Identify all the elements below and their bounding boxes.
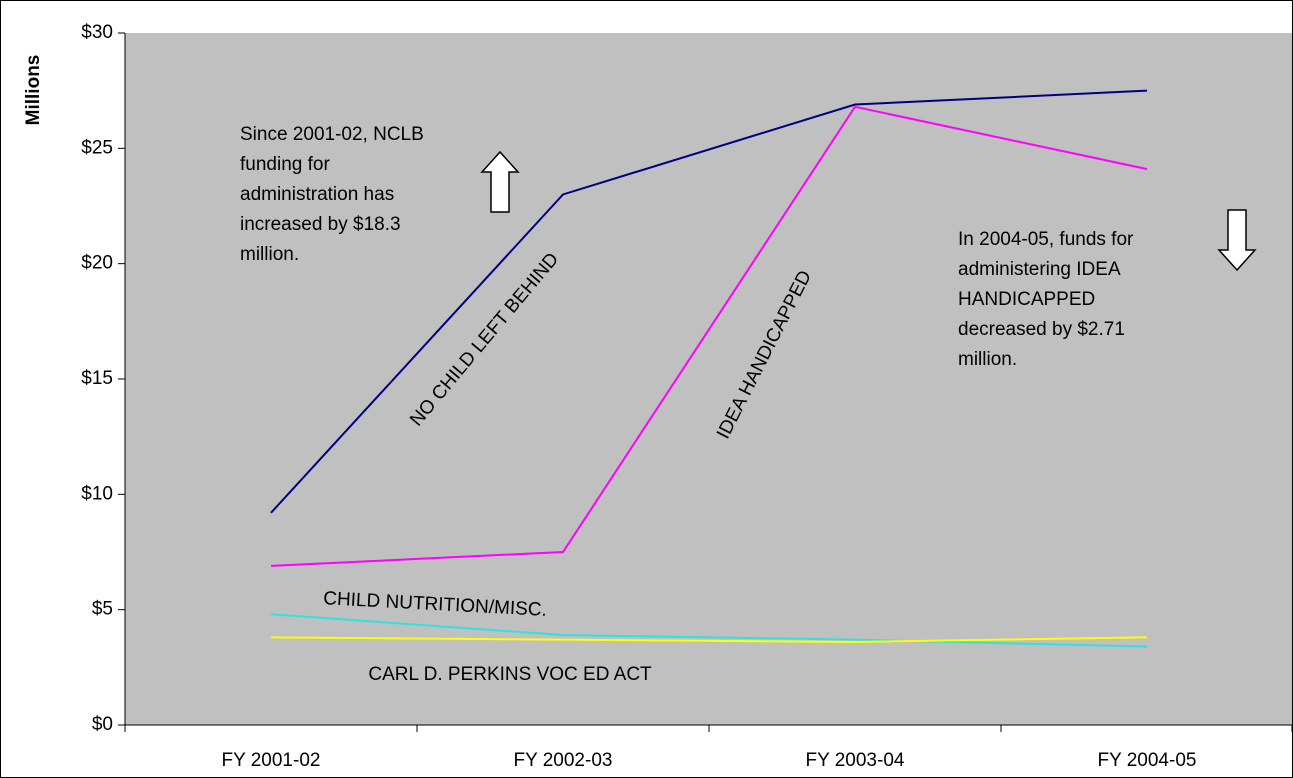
annotation: In 2004-05, funds for	[958, 229, 1134, 250]
annotation: HANDICAPPED	[958, 289, 1095, 310]
x-tick-label: FY 2001-02	[222, 750, 321, 771]
annotation: Since 2001-02, NCLB	[240, 124, 424, 145]
y-tick-label: $30	[81, 22, 113, 43]
annotation: administration has	[240, 184, 394, 205]
y-tick-label: $20	[81, 253, 113, 274]
y-tick-label: $0	[92, 714, 113, 735]
down-arrow	[1217, 209, 1257, 272]
y-axis-title: Millions	[23, 55, 44, 126]
annotation: decreased by $2.71	[958, 319, 1125, 340]
plot-area	[125, 33, 1292, 725]
annotation: million.	[958, 349, 1017, 370]
series-line	[270, 636, 1148, 643]
annotation: increased by $18.3	[240, 214, 401, 235]
y-tick-label: $10	[81, 483, 113, 504]
y-tick-label: $5	[92, 599, 113, 620]
series-line	[270, 89, 1148, 514]
x-tick-label: FY 2002-03	[514, 750, 613, 771]
series-label: CARL D. PERKINS VOC ED ACT	[368, 664, 652, 685]
y-tick-label: $25	[81, 137, 113, 158]
y-tick-label: $15	[81, 368, 113, 389]
annotation: million.	[240, 244, 299, 265]
up-arrow	[480, 150, 520, 213]
series-line	[270, 105, 1148, 567]
annotation: administering IDEA	[958, 259, 1121, 280]
series-line	[270, 613, 1148, 648]
x-tick-label: FY 2004-05	[1098, 750, 1197, 771]
x-tick-label: FY 2003-04	[806, 750, 905, 771]
annotation: funding for	[240, 154, 330, 175]
